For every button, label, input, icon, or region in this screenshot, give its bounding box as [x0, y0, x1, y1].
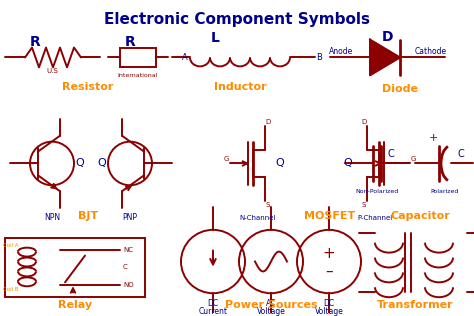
Text: DC: DC — [323, 299, 335, 308]
Text: Polarized: Polarized — [431, 189, 459, 194]
Text: G: G — [223, 156, 228, 162]
Text: PNP: PNP — [122, 213, 137, 222]
Text: NC: NC — [123, 247, 133, 252]
Text: BJT: BJT — [78, 211, 98, 221]
Text: Q: Q — [98, 158, 106, 168]
Text: D: D — [361, 119, 366, 125]
Text: –: – — [325, 264, 333, 279]
Text: D: D — [382, 30, 394, 44]
Text: +: + — [323, 246, 336, 261]
Text: Transformer: Transformer — [377, 300, 453, 310]
Text: Cathode: Cathode — [415, 47, 447, 56]
Polygon shape — [370, 40, 400, 75]
Text: Coil A: Coil A — [3, 243, 18, 248]
Text: S: S — [362, 202, 366, 208]
Text: +: + — [428, 133, 438, 143]
Text: R: R — [29, 35, 40, 49]
Text: B: B — [316, 53, 322, 62]
Text: Power Sources: Power Sources — [225, 300, 317, 310]
Text: MOSFET: MOSFET — [304, 211, 356, 221]
Text: DC: DC — [208, 299, 219, 308]
Text: U.S: U.S — [46, 68, 58, 74]
Text: C: C — [123, 264, 128, 270]
Text: G: G — [410, 156, 416, 162]
Text: P-Channel: P-Channel — [357, 215, 392, 221]
Text: International: International — [118, 73, 158, 78]
Text: S: S — [266, 202, 270, 208]
Text: Voltage: Voltage — [315, 307, 344, 316]
Text: Capacitor: Capacitor — [390, 211, 450, 221]
Text: Q: Q — [344, 158, 352, 168]
Text: Q: Q — [275, 158, 284, 168]
Text: Electronic Component Symbols: Electronic Component Symbols — [104, 12, 370, 27]
Text: NO: NO — [123, 282, 134, 288]
Text: NPN: NPN — [44, 213, 60, 222]
Text: Inductor: Inductor — [214, 82, 266, 92]
Text: D: D — [265, 119, 271, 125]
Text: Voltage: Voltage — [256, 307, 285, 316]
Text: Q: Q — [76, 158, 84, 168]
Text: Non-Polarized: Non-Polarized — [356, 189, 399, 194]
Text: Resistor: Resistor — [62, 82, 114, 92]
Bar — [5, 238, 145, 297]
Bar — [120, 47, 156, 67]
Text: Current: Current — [199, 307, 228, 316]
Text: Diode: Diode — [382, 84, 418, 94]
Text: C: C — [388, 149, 394, 159]
Text: C: C — [457, 149, 465, 159]
Text: Relay: Relay — [58, 300, 92, 310]
Text: N-Channel: N-Channel — [240, 215, 276, 221]
Text: Coil B: Coil B — [3, 287, 18, 292]
Text: A: A — [182, 53, 188, 62]
Text: AC: AC — [266, 299, 276, 308]
Text: Anode: Anode — [329, 47, 353, 56]
Text: R: R — [125, 35, 136, 49]
Text: L: L — [210, 31, 219, 45]
